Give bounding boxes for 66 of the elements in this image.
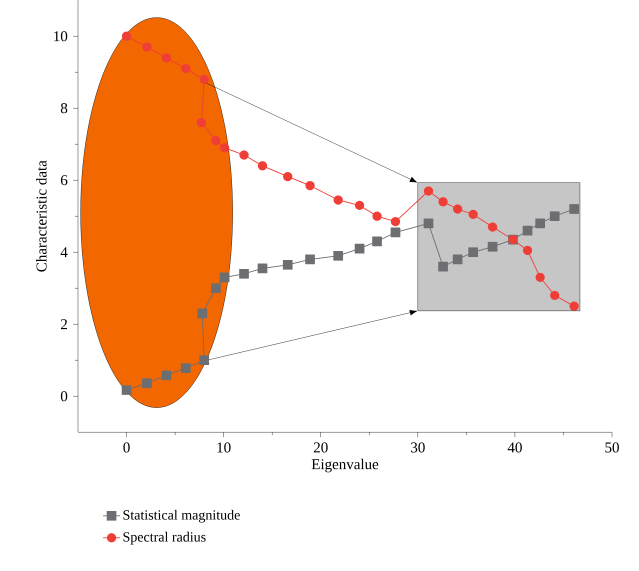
point [372, 236, 382, 246]
x-tick-label: 0 [123, 442, 130, 452]
point [180, 363, 191, 373]
point [390, 227, 400, 238]
point [438, 262, 448, 272]
point [122, 385, 132, 395]
point [239, 268, 249, 279]
x-axis-title: Eigenvalue [312, 458, 378, 472]
point [354, 200, 364, 210]
point [536, 272, 545, 282]
y-tick-label: 6 [60, 175, 68, 186]
point [258, 263, 268, 274]
point [522, 246, 532, 255]
point [142, 42, 152, 52]
x-tick-label: 30 [411, 442, 425, 452]
point [142, 378, 152, 388]
point [438, 197, 448, 206]
point [162, 53, 172, 62]
point [220, 272, 230, 282]
point [239, 150, 249, 160]
point [211, 136, 221, 146]
point [468, 210, 478, 219]
point [488, 222, 498, 232]
point [196, 118, 206, 128]
y-tick-label: 4 [60, 247, 68, 258]
point [468, 247, 478, 257]
point [550, 211, 560, 221]
point [452, 254, 462, 264]
point [334, 195, 343, 205]
point [424, 186, 434, 196]
y-tick-label: 0 [60, 391, 68, 402]
point [354, 244, 364, 254]
x-tick-label: 20 [314, 442, 328, 452]
x-tick-label: 50 [605, 442, 619, 452]
point [162, 370, 172, 380]
point [220, 143, 230, 152]
legend-label: Statistical magnitude [123, 510, 240, 522]
point [452, 204, 462, 214]
point [200, 74, 209, 84]
point [305, 180, 315, 190]
point [522, 226, 532, 236]
point [333, 250, 344, 261]
point [569, 301, 579, 311]
y-tick-label: 8 [60, 103, 68, 114]
x-tick-label: 10 [217, 442, 231, 452]
point [211, 283, 221, 293]
point [305, 254, 315, 264]
point [569, 204, 579, 214]
x-tick-label: 40 [508, 442, 522, 452]
point [372, 211, 382, 221]
point [550, 290, 560, 300]
y-tick-label: 2 [60, 319, 67, 330]
legend-label: Spectral radius [123, 532, 206, 544]
point [181, 64, 190, 74]
point [283, 172, 292, 182]
point [199, 355, 210, 365]
point [122, 31, 132, 41]
y-axis-title: Characteristic data [36, 160, 47, 272]
y-tick-label: 10 [54, 31, 68, 42]
point [282, 260, 293, 270]
point [390, 216, 400, 226]
point [258, 161, 268, 170]
point [535, 218, 546, 228]
point [488, 242, 498, 252]
point [424, 218, 434, 228]
point [197, 308, 208, 318]
